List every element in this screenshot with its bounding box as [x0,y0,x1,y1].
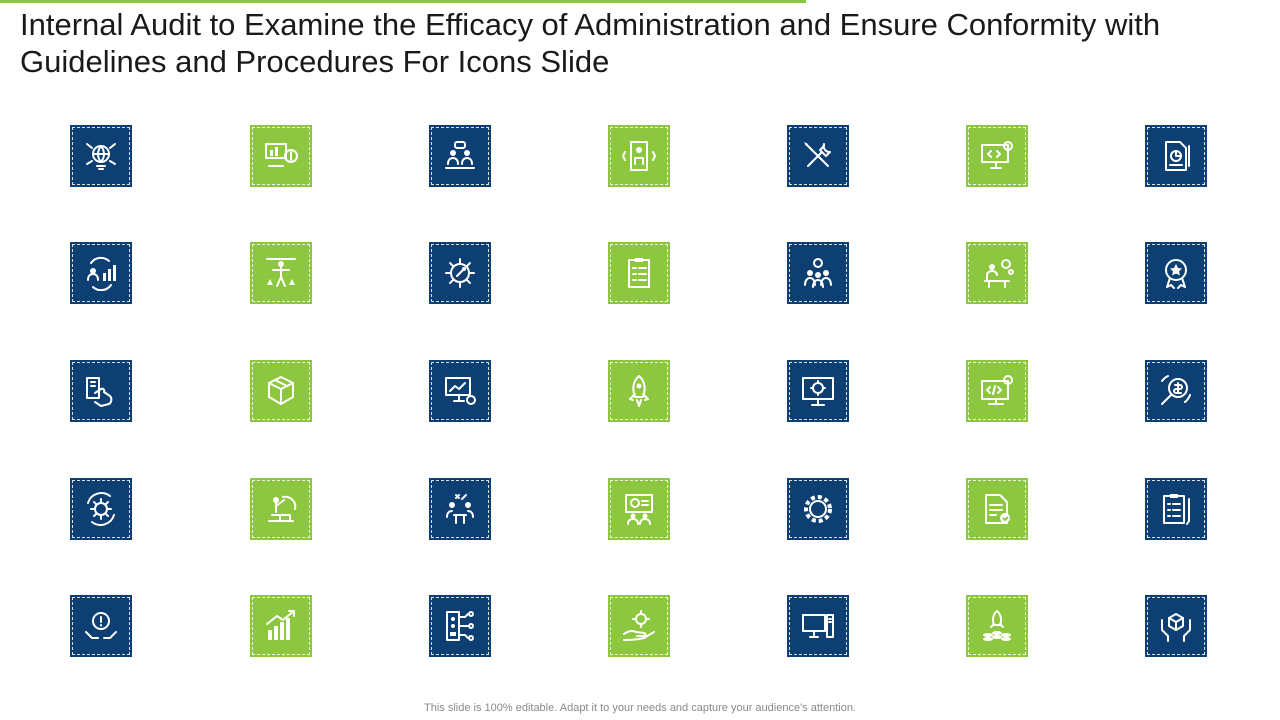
icon-tile [787,595,849,657]
globe-network-icon [86,143,116,170]
icon-tile [1145,242,1207,304]
icon-tile [70,360,132,422]
monitor-chart-gear-icon [445,377,476,405]
icon-tile [70,125,132,187]
icon-tile [429,478,491,540]
icon-tile [608,478,670,540]
team-gear-icon [804,258,832,288]
icon-tile [429,360,491,422]
icon-tile [787,478,849,540]
icon-tile [966,242,1028,304]
code-gear-screen-icon [981,375,1013,405]
icon-tile [1145,125,1207,187]
icon-tile [787,242,849,304]
icon-tile [608,595,670,657]
hands-cube-icon [1161,613,1191,642]
monitor-gear-icon [802,377,834,406]
icon-tile [608,125,670,187]
slide-title: Internal Audit to Examine the Efficacy o… [20,7,1161,79]
human-measurement-icon [266,258,296,287]
server-network-icon [446,611,474,641]
icon-tile [250,242,312,304]
large-gear-icon [804,495,832,523]
icon-tile [250,595,312,657]
clipboard-list-icon [1163,494,1190,525]
icon-tile [787,125,849,187]
icon-tile [429,595,491,657]
meeting-strategy-icon [446,494,474,524]
icon-tile [1145,360,1207,422]
icon-tile [966,595,1028,657]
team-discussion-icon [445,141,475,169]
checklist-clipboard-icon [628,258,650,288]
icon-tile [1145,478,1207,540]
rocket-coins-icon [983,610,1011,641]
presentation-money-icon [265,143,298,167]
person-desk-gear-icon [984,259,1014,288]
growth-bars-arrow-icon [266,610,295,640]
icon-tile [787,360,849,422]
gear-refresh-icon [87,492,115,526]
icon-tile [608,242,670,304]
icon-tile [608,360,670,422]
elevator-user-icon [622,141,656,171]
hand-gear-icon [623,610,655,641]
gear-wrench-icon [445,258,475,288]
hands-warning-icon [85,612,117,639]
icon-tile [966,125,1028,187]
search-dollar-icon [1161,375,1191,405]
icon-tile [250,360,312,422]
icon-tile [966,360,1028,422]
icon-tile [70,242,132,304]
tools-wrench-screwdriver-icon [804,142,831,167]
slide-footer: This slide is 100% editable. Adapt it to… [424,702,856,714]
icon-tile [429,125,491,187]
icon-tile [70,595,132,657]
icon-tile [70,478,132,540]
icon-tile [250,478,312,540]
icon-tile [429,242,491,304]
rocket-launch-icon [629,375,649,407]
icon-tile [250,125,312,187]
icon-tile [1145,595,1207,657]
box-package-icon [268,376,294,405]
board-presentation-icon [625,494,653,525]
desktop-computer-icon [802,614,834,638]
monitor-code-gear-icon [981,141,1013,169]
document-chart-icon [1165,141,1190,171]
top-accent-bar [0,0,806,3]
icon-tile [966,478,1028,540]
hand-card-icon [86,377,113,407]
presenter-chart-icon [268,495,297,522]
document-check-icon [985,494,1010,524]
user-growth-cycle-icon [87,256,116,291]
award-badge-star-icon [1165,259,1187,289]
